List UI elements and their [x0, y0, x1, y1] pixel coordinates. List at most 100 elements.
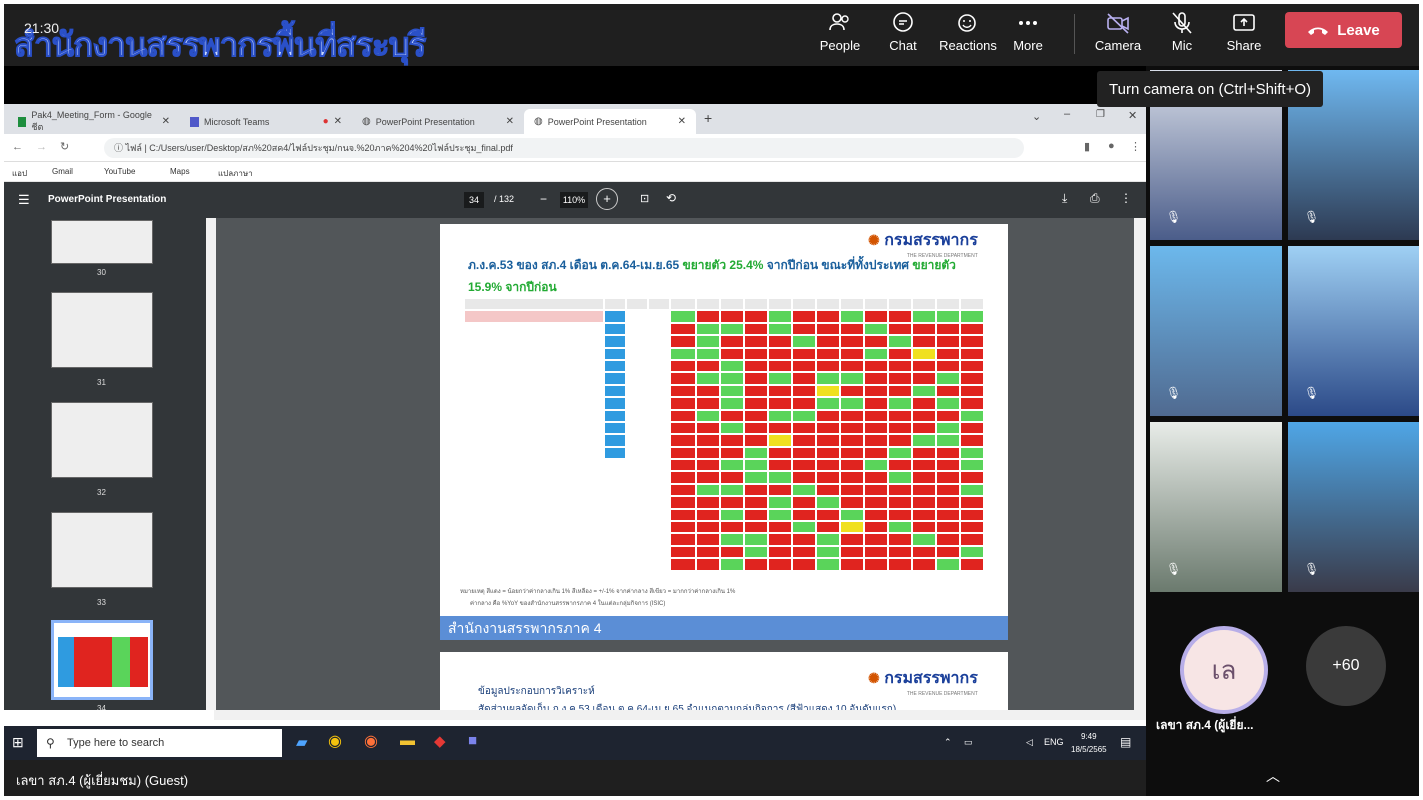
- chevron-up-icon[interactable]: ︿: [1266, 768, 1280, 784]
- logo-subtext: THE REVENUE DEPARTMENT: [906, 253, 978, 259]
- participant-tile[interactable]: 🎙︎: [1150, 246, 1282, 416]
- thumbnail-31[interactable]: [51, 292, 153, 368]
- close-icon[interactable]: ✕: [161, 116, 170, 127]
- leave-button[interactable]: Leave: [1285, 12, 1402, 48]
- table-cell: [626, 335, 648, 348]
- zoom-in-button[interactable]: +: [596, 188, 618, 210]
- thumbnail-33[interactable]: [51, 512, 153, 588]
- task-view-icon[interactable]: ▰: [296, 734, 308, 751]
- teams-taskbar-icon[interactable]: ■: [468, 732, 478, 749]
- mic-off-icon: 🎙︎: [1166, 562, 1182, 576]
- bookmark-youtube[interactable]: YouTube: [104, 167, 136, 176]
- table-cell: [464, 558, 604, 571]
- reload-icon[interactable]: ↻: [60, 141, 70, 153]
- table-cell: [626, 483, 648, 497]
- url-field[interactable]: ⓘ ไฟล์ | C:/Users/user/Desktop/สภ%20สค4/…: [104, 138, 1024, 158]
- table-cell: [648, 384, 670, 398]
- file-explorer-icon[interactable]: ▬: [400, 732, 415, 749]
- people-button[interactable]: People: [810, 10, 870, 60]
- system-clock[interactable]: 9:49 18/5/2565: [1071, 730, 1107, 756]
- table-cell: [912, 446, 936, 460]
- back-icon[interactable]: ←: [12, 141, 23, 153]
- url-prefix: ไฟล์: [125, 143, 142, 153]
- zoom-level[interactable]: 110%: [560, 192, 588, 208]
- zoom-out-button[interactable]: −: [540, 192, 548, 206]
- table-cell: [768, 521, 792, 534]
- forward-icon[interactable]: →: [36, 141, 47, 153]
- table-cell: [648, 459, 670, 472]
- tray-chevron-icon[interactable]: ⌃: [944, 737, 952, 747]
- page-number-input[interactable]: 34: [464, 192, 484, 208]
- restore-icon[interactable]: ❐: [1096, 109, 1105, 120]
- pdf-horizontal-scrollbar[interactable]: [214, 710, 1146, 720]
- thumb-scrollbar[interactable]: [206, 218, 216, 710]
- pdf-more-icon[interactable]: ⋮: [1120, 191, 1132, 205]
- more-participants-button[interactable]: +60: [1306, 626, 1386, 706]
- close-icon[interactable]: ✕: [333, 116, 342, 127]
- taskbar-search[interactable]: ⚲ Type here to search: [37, 729, 282, 757]
- table-cell: [720, 359, 744, 373]
- table-cell: [936, 471, 960, 484]
- tab-teams[interactable]: Microsoft Teams ● ✕: [180, 109, 352, 134]
- tab-search-icon[interactable]: ⌄: [1032, 111, 1042, 123]
- firefox-icon[interactable]: ◉: [364, 733, 378, 750]
- table-row: [464, 545, 992, 559]
- table-cell: [464, 483, 604, 497]
- tab-label: Microsoft Teams: [204, 116, 270, 127]
- url-text: C:/Users/user/Desktop/สภ%20สค4/ไฟล์ประชุ…: [149, 143, 513, 153]
- tab-sheets[interactable]: Pak4_Meeting_Form - Google ชีต ✕: [8, 109, 180, 134]
- notification-icon[interactable]: ▤: [1120, 735, 1132, 749]
- table-cell: [912, 508, 936, 522]
- close-icon[interactable]: ✕: [505, 116, 514, 127]
- chrome-icon[interactable]: ◉: [328, 733, 342, 750]
- thumbnail-label: 34: [97, 704, 106, 710]
- print-icon[interactable]: ⎙: [1090, 191, 1100, 205]
- window-close-icon[interactable]: ✕: [1128, 110, 1138, 122]
- bookmark-gmail[interactable]: Gmail: [52, 167, 73, 176]
- table-cell: [670, 347, 696, 360]
- table-cell: [604, 397, 626, 410]
- participant-tile[interactable]: 🎙︎: [1288, 246, 1419, 416]
- browser-tab-strip: Pak4_Meeting_Form - Google ชีต ✕ Microso…: [4, 104, 1146, 134]
- bookmark-maps[interactable]: Maps: [170, 167, 190, 176]
- participant-tile[interactable]: 🎙︎: [1288, 422, 1419, 592]
- acrobat-icon[interactable]: ◆: [434, 733, 446, 750]
- table-cell: [648, 397, 670, 410]
- pdf-vertical-scrollbar[interactable]: [1134, 218, 1146, 710]
- sidepanel-icon[interactable]: ▮: [1084, 141, 1091, 153]
- chat-button[interactable]: Chat: [873, 10, 933, 60]
- profile-icon[interactable]: ●: [1108, 140, 1115, 152]
- download-icon[interactable]: ⤓: [1062, 191, 1068, 205]
- thumbnail-32[interactable]: [51, 402, 153, 478]
- language-indicator[interactable]: ENG: [1044, 737, 1064, 747]
- tab-pdf-2[interactable]: ◍ PowerPoint Presentation ✕: [524, 109, 696, 134]
- participant-tile[interactable]: 🎙︎: [1150, 422, 1282, 592]
- fit-page-icon[interactable]: ⊡: [640, 193, 650, 205]
- minimize-icon[interactable]: –: [1064, 108, 1071, 120]
- meeting-clock: 21:30: [24, 20, 60, 36]
- browser-menu-icon[interactable]: ⋮: [1130, 141, 1141, 153]
- new-tab-button[interactable]: +: [704, 110, 713, 126]
- share-button[interactable]: Share: [1214, 10, 1274, 60]
- table-cell: [464, 545, 604, 559]
- volume-icon[interactable]: ◁: [1026, 737, 1033, 747]
- bookmark-translate[interactable]: แปลภาษา: [218, 169, 253, 178]
- windows-start-icon[interactable]: ⊞: [12, 734, 24, 750]
- tab-pdf-1[interactable]: ◍ PowerPoint Presentation ✕: [352, 109, 524, 134]
- hamburger-menu-icon[interactable]: ☰: [18, 192, 30, 207]
- close-icon[interactable]: ✕: [677, 116, 686, 127]
- table-cell: [792, 558, 816, 571]
- camera-button[interactable]: Camera: [1088, 10, 1148, 60]
- mic-button[interactable]: Mic: [1152, 10, 1212, 60]
- thumbnail-34[interactable]: [51, 620, 153, 700]
- rotate-icon[interactable]: ⟲: [666, 191, 677, 205]
- participant-avatar[interactable]: เล: [1180, 626, 1268, 714]
- thumbnail-30[interactable]: [51, 220, 153, 264]
- network-icon[interactable]: ▭: [964, 737, 973, 747]
- table-cell: [670, 471, 696, 484]
- bookmark-apps[interactable]: แอป: [12, 169, 28, 178]
- more-button[interactable]: More: [998, 10, 1058, 60]
- reactions-label: Reactions: [939, 38, 997, 53]
- table-cell: [604, 310, 626, 323]
- reactions-button[interactable]: Reactions: [936, 10, 1000, 60]
